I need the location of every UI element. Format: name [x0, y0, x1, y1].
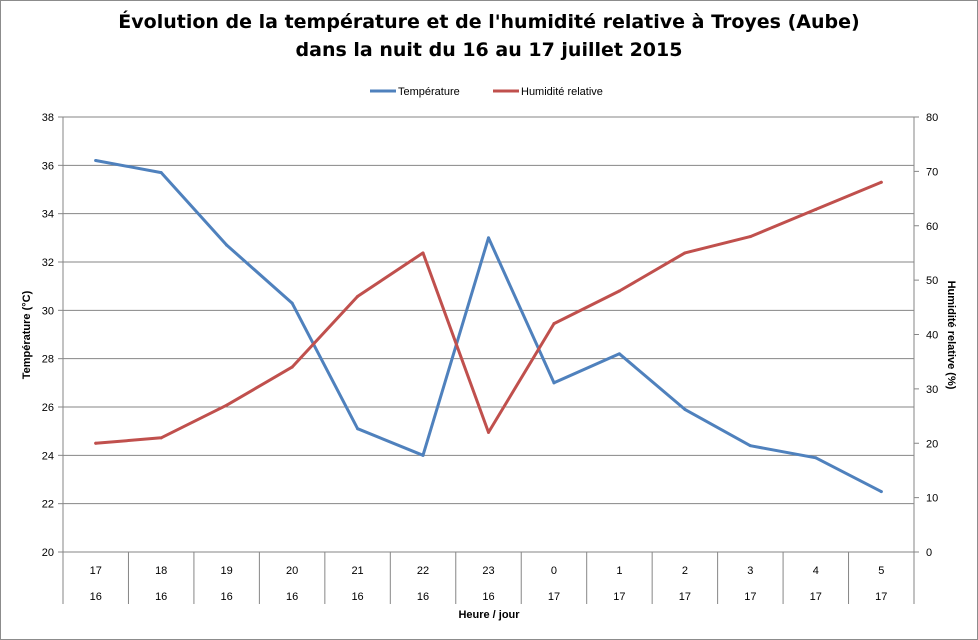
data-point: [748, 235, 752, 239]
left-tick-label: 30: [42, 305, 54, 317]
hour-label: 2: [682, 565, 688, 577]
series-group: [94, 159, 883, 494]
data-point: [94, 159, 98, 162]
data-point: [356, 294, 360, 298]
hour-label: 0: [551, 565, 557, 577]
data-point: [879, 180, 883, 184]
series-group: [94, 180, 883, 445]
data-point: [290, 301, 294, 305]
plot-area: [62, 117, 915, 604]
data-point: [552, 322, 556, 326]
right-tick-label: 50: [926, 275, 938, 287]
data-point: [748, 444, 752, 448]
chart-title-line-1: Évolution de la température et de l'humi…: [118, 11, 860, 33]
data-point: [487, 430, 490, 434]
data-point: [814, 456, 818, 460]
chart-title: Évolution de la température et de l'humi…: [0, 8, 978, 64]
data-point: [617, 352, 621, 356]
hour-label: 22: [417, 565, 429, 577]
data-point: [421, 453, 425, 457]
left-tick-label: 28: [42, 354, 54, 366]
left-axis-ticks: 20 22 24 26 28 30 32 34 36 38: [42, 112, 63, 559]
data-point: [225, 243, 229, 247]
data-point: [290, 365, 294, 369]
right-tick-label: 20: [926, 438, 938, 450]
day-label: 17: [679, 591, 691, 603]
left-tick-label: 34: [42, 209, 54, 221]
hour-label: 20: [286, 565, 298, 577]
category-table: 17 16 18 16 19 16 20 16 21 16 22 16 23 16 0 17 1 17 2 17 3 17…: [90, 552, 887, 604]
data-point: [552, 381, 556, 385]
right-tick-label: 40: [926, 330, 938, 342]
data-point: [356, 427, 360, 431]
day-label: 16: [155, 591, 167, 603]
data-point: [487, 236, 490, 240]
data-point: [879, 490, 883, 494]
data-point: [159, 171, 163, 175]
left-tick-label: 26: [42, 402, 54, 414]
day-label: 16: [221, 591, 233, 603]
series-line: [94, 159, 883, 494]
left-tick-label: 24: [42, 450, 54, 462]
left-tick-label: 32: [42, 257, 54, 269]
left-tick-label: 36: [42, 160, 54, 172]
hour-label: 21: [351, 565, 363, 577]
y-axis-right-label: Humidité relative (%): [945, 281, 957, 390]
right-tick-label: 30: [926, 384, 938, 396]
data-point: [683, 407, 687, 411]
right-tick-label: 70: [926, 166, 938, 178]
day-label: 17: [548, 591, 560, 603]
day-label: 17: [613, 591, 625, 603]
right-tick-label: 10: [926, 493, 938, 505]
hour-label: 1: [616, 565, 622, 577]
hour-label: 4: [813, 565, 819, 577]
hour-label: 3: [747, 565, 753, 577]
right-tick-label: 80: [926, 112, 938, 124]
x-axis-label: Heure / jour: [458, 609, 520, 621]
right-tick-label: 0: [926, 547, 932, 559]
data-point: [159, 436, 163, 440]
gridlines: [63, 116, 914, 553]
day-label: 17: [744, 591, 756, 603]
legend-label: Humidité relative: [521, 86, 603, 98]
y-axis-left-label: Température (°C): [21, 290, 33, 379]
legend: Température Humidité relative: [370, 86, 603, 98]
hour-label: 17: [90, 565, 102, 577]
day-label: 17: [810, 591, 822, 603]
data-point: [421, 251, 425, 255]
data-point: [814, 207, 818, 211]
data-point: [225, 403, 229, 407]
right-tick-label: 60: [926, 221, 938, 233]
hour-label: 5: [878, 565, 884, 577]
day-label: 16: [351, 591, 363, 603]
day-label: 17: [875, 591, 887, 603]
day-label: 16: [482, 591, 494, 603]
left-tick-label: 22: [42, 499, 54, 511]
day-label: 16: [90, 591, 102, 603]
data-point: [617, 289, 621, 293]
day-label: 16: [286, 591, 298, 603]
data-point: [683, 251, 687, 255]
legend-label: Température: [398, 86, 460, 98]
series-lines: [94, 159, 883, 494]
left-tick-label: 20: [42, 547, 54, 559]
series-line: [94, 180, 883, 445]
chart-title-line-2: dans la nuit du 16 au 17 juillet 2015: [295, 39, 683, 61]
day-label: 16: [417, 591, 429, 603]
hour-label: 23: [482, 565, 494, 577]
right-axis-ticks: 0 10 20 30 40 50 60 70 80: [914, 112, 938, 559]
left-tick-label: 38: [42, 112, 54, 124]
hour-label: 19: [221, 565, 233, 577]
hour-label: 18: [155, 565, 167, 577]
data-point: [94, 441, 98, 445]
